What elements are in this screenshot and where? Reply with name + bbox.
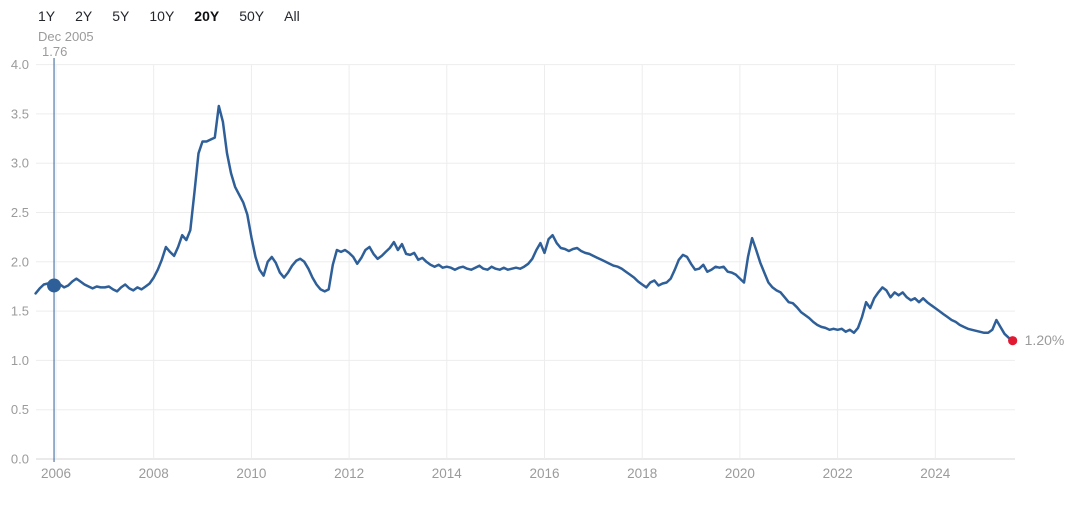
hover-marker-dot[interactable]	[47, 278, 62, 293]
last-point-dot[interactable]	[1008, 336, 1018, 346]
y-axis-tick: 2.0	[11, 254, 29, 269]
range-button-2y[interactable]: 2Y	[75, 8, 93, 24]
y-axis-tick: 1.0	[11, 353, 29, 368]
range-button-5y[interactable]: 5Y	[112, 8, 130, 24]
range-button-1y[interactable]: 1Y	[38, 8, 56, 24]
range-button-all[interactable]: All	[284, 8, 300, 24]
x-axis-tick: 2022	[823, 466, 853, 481]
x-axis-tick: 2008	[139, 466, 169, 481]
y-axis-tick: 0.5	[11, 402, 29, 417]
x-axis-tick: 2014	[432, 466, 463, 481]
range-button-20y[interactable]: 20Y	[194, 8, 220, 24]
range-button-10y[interactable]: 10Y	[149, 8, 175, 24]
x-axis-tick: 2010	[236, 466, 266, 481]
x-axis-tick: 2006	[41, 466, 71, 481]
y-axis-tick: 0.0	[11, 452, 29, 467]
range-button-50y[interactable]: 50Y	[239, 8, 265, 24]
x-axis-tick: 2024	[920, 466, 951, 481]
y-axis-tick: 4.0	[11, 57, 29, 72]
x-axis-tick: 2018	[627, 466, 657, 481]
x-axis-tick: 2020	[725, 466, 755, 481]
x-axis-tick: 2016	[529, 466, 559, 481]
x-axis-tick: 2012	[334, 466, 364, 481]
y-axis-tick: 3.5	[11, 106, 29, 121]
last-value-label: 1.20%	[1024, 331, 1065, 348]
y-axis-tick: 2.5	[11, 205, 29, 220]
series-line[interactable]	[34, 104, 1014, 342]
range-selector: 1Y 2Y 5Y 10Y 20Y 50Y All	[38, 7, 300, 25]
y-axis-tick: 1.5	[11, 304, 29, 319]
y-axis-tick: 3.0	[11, 156, 29, 171]
